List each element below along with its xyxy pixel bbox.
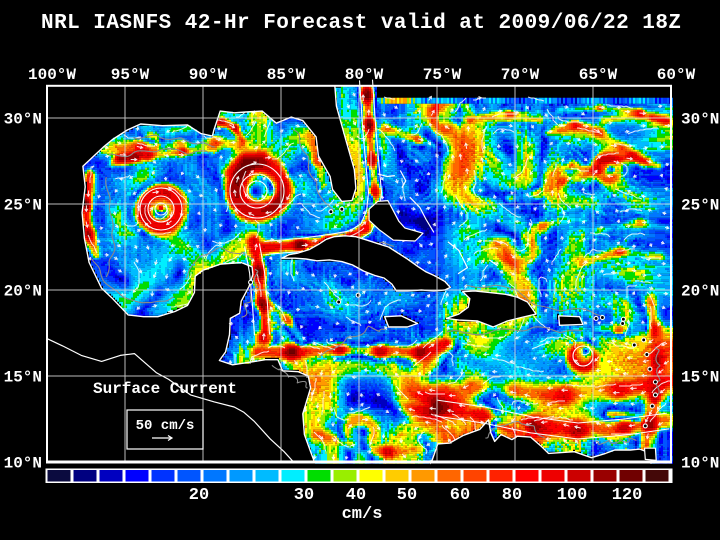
svg-text:50: 50 <box>397 486 417 505</box>
svg-text:20°N: 20°N <box>4 283 42 301</box>
svg-text:30°N: 30°N <box>681 111 719 129</box>
svg-text:20°N: 20°N <box>681 283 719 301</box>
svg-text:95°W: 95°W <box>111 66 150 84</box>
svg-text:10°N: 10°N <box>4 455 42 473</box>
svg-text:10°N: 10°N <box>681 455 719 473</box>
svg-text:85°W: 85°W <box>267 66 306 84</box>
svg-text:Surface Current: Surface Current <box>93 380 237 398</box>
svg-text:40: 40 <box>346 486 366 505</box>
svg-text:80: 80 <box>502 486 522 505</box>
svg-text:75°W: 75°W <box>423 66 462 84</box>
svg-text:60: 60 <box>450 486 470 505</box>
svg-text:25°N: 25°N <box>4 197 42 215</box>
svg-text:65°W: 65°W <box>579 66 618 84</box>
svg-text:100°W: 100°W <box>28 66 76 84</box>
svg-text:80°W: 80°W <box>345 66 384 84</box>
svg-text:cm/s: cm/s <box>342 505 383 524</box>
svg-text:50 cm/s: 50 cm/s <box>136 418 195 434</box>
svg-text:60°W: 60°W <box>657 66 696 84</box>
svg-text:70°W: 70°W <box>501 66 540 84</box>
svg-text:30: 30 <box>294 486 314 505</box>
svg-text:30°N: 30°N <box>4 111 42 129</box>
svg-text:100: 100 <box>557 486 588 505</box>
svg-text:NRL IASNFS 42-Hr Forecast val: NRL IASNFS 42-Hr Forecast valid at 2009/… <box>41 12 681 35</box>
svg-text:15°N: 15°N <box>681 369 719 387</box>
svg-text:120: 120 <box>612 486 643 505</box>
svg-text:90°W: 90°W <box>189 66 228 84</box>
svg-text:20: 20 <box>189 486 209 505</box>
svg-text:25°N: 25°N <box>681 197 719 215</box>
svg-text:15°N: 15°N <box>4 369 42 387</box>
